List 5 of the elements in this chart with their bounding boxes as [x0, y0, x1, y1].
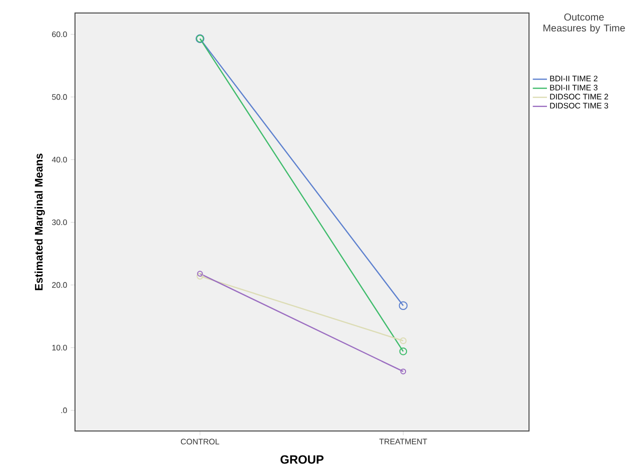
- legend-title: Outcome Measures by Time: [543, 14, 625, 34]
- y-axis-title: Estimated Marginal Means: [34, 154, 45, 290]
- x-axis-title: GROUP: [280, 455, 324, 464]
- point: [398, 301, 408, 310]
- point: [399, 348, 408, 356]
